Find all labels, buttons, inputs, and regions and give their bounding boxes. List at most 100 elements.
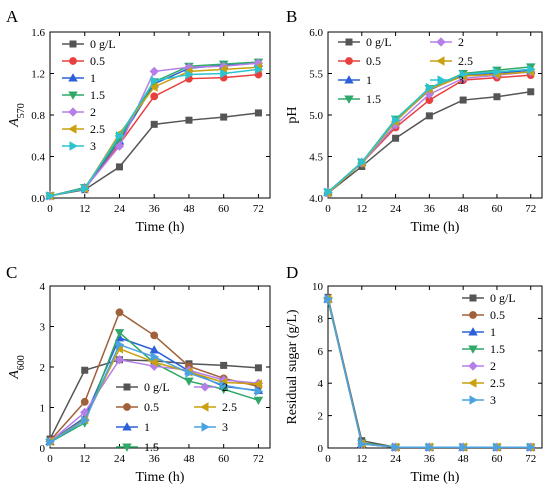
data-point — [81, 366, 89, 374]
legend-item: 2 — [62, 105, 96, 119]
legend-label: 3 — [90, 139, 96, 153]
data-point — [81, 415, 90, 426]
legend-label: 1 — [366, 73, 372, 87]
data-point — [184, 377, 194, 386]
legend-label: 1.5 — [90, 88, 105, 102]
x-tick-label: 36 — [149, 203, 161, 215]
x-tick-label: 24 — [390, 203, 402, 215]
y-tick-label: 6.0 — [309, 27, 323, 39]
data-point — [459, 442, 468, 452]
plot-frame — [327, 285, 543, 449]
legend-item: 2.5 — [430, 54, 473, 68]
data-point — [527, 88, 535, 96]
panel-label-b: B — [286, 7, 297, 26]
legend-marker — [123, 383, 131, 391]
y-axis-title-sub: 570 — [16, 103, 27, 118]
data-point — [254, 64, 264, 75]
legend-item: 2.5 — [194, 400, 237, 414]
y-tick-label: 0.4 — [31, 152, 45, 164]
legend-label: 2 — [222, 380, 228, 394]
data-point — [150, 331, 159, 340]
legend-label: 0 g/L — [144, 380, 170, 394]
x-tick-label: 36 — [424, 453, 436, 465]
y-tick-label: 8 — [318, 313, 324, 325]
legend: 0 g/L 0.5 1 1.5 2 2.5 3 — [338, 35, 473, 106]
plot-frame — [327, 31, 543, 199]
data-point — [150, 76, 160, 86]
legend-marker — [122, 443, 132, 452]
legend-label: 2 — [90, 105, 96, 119]
series-7 — [46, 340, 264, 447]
data-point — [459, 96, 467, 104]
data-point — [149, 82, 158, 92]
y-tick-label: 0 — [40, 443, 46, 455]
legend-marker — [345, 57, 353, 65]
legend-item: 0 g/L — [338, 35, 392, 49]
legend-item: 3 — [62, 139, 96, 153]
data-point — [253, 396, 264, 406]
legend-label: 2.5 — [222, 400, 237, 414]
y-axis-title-sub: 600 — [16, 355, 27, 370]
data-point — [459, 69, 468, 80]
legend-item: 2 — [462, 359, 496, 373]
data-point — [114, 355, 125, 365]
data-point — [392, 442, 401, 452]
x-tick-label: 12 — [356, 453, 367, 465]
x-tick-label: 36 — [424, 203, 436, 215]
legend-marker — [68, 73, 78, 82]
y-axis-title-main: A — [7, 370, 22, 380]
y-axis-title: A570 — [7, 103, 27, 128]
legend-marker — [344, 95, 354, 104]
y-axis-title: Residual sugar (g/L) — [285, 309, 300, 424]
y-tick-label: 5.0 — [309, 110, 323, 122]
legend-item: 1 — [338, 73, 372, 87]
legend-label: 0.5 — [366, 54, 381, 68]
legend: 0 g/L 0.5 1 1.5 2 2.5 3 — [462, 291, 516, 407]
x-tick-label: 48 — [183, 203, 195, 215]
legend-label: 0.5 — [144, 400, 159, 414]
x-tick-label: 72 — [253, 203, 264, 215]
legend-label: 2.5 — [90, 122, 105, 136]
legend-item: 2.5 — [62, 122, 105, 136]
x-tick-label: 60 — [491, 453, 503, 465]
x-tick-label: 60 — [218, 203, 230, 215]
y-tick-label: 4 — [318, 378, 324, 390]
legend-item: 2 — [430, 35, 464, 49]
legend-label: 3 — [222, 420, 228, 434]
legend-label: 2.5 — [458, 54, 473, 68]
data-point — [115, 340, 125, 350]
data-point — [220, 113, 228, 121]
y-tick-label: 0 — [318, 443, 324, 455]
data-point — [46, 191, 55, 201]
data-point — [150, 92, 159, 101]
series-1 — [46, 109, 262, 200]
x-tick-label: 0 — [325, 453, 331, 465]
x-tick-label: 60 — [491, 203, 503, 215]
x-axis-title: Time (h) — [411, 220, 460, 235]
legend-label: 1.5 — [366, 92, 381, 106]
data-point — [425, 82, 435, 93]
data-point — [80, 397, 89, 406]
data-point — [527, 442, 536, 452]
data-point — [493, 442, 502, 452]
y-tick-label: 3 — [40, 322, 46, 334]
legend-marker — [469, 395, 478, 405]
legend-label: 1 — [144, 420, 150, 434]
legend-marker — [68, 91, 78, 100]
x-axis-title: Time (h) — [411, 470, 460, 485]
legend-marker — [344, 75, 354, 84]
x-tick-label: 0 — [47, 453, 53, 465]
legend-label: 1 — [490, 325, 496, 339]
panel-label-a: A — [6, 7, 19, 26]
legend-item: 3 — [430, 73, 464, 87]
legend-item: 0 g/L — [62, 37, 116, 51]
y-tick-label: 6 — [318, 346, 324, 358]
data-point — [254, 109, 262, 117]
legend-marker — [69, 141, 78, 151]
y-tick-label: 4.0 — [309, 193, 323, 205]
data-point — [254, 386, 264, 397]
